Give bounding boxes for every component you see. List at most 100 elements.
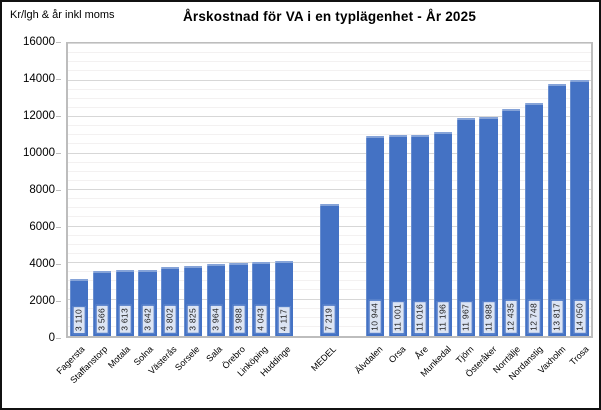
x-axis-label-text: Trosa [567, 344, 591, 368]
chart-title: Årskostnad för VA i en typlägenhet - År … [182, 9, 477, 24]
bars-container: 3 110 3 566 3 613 3 642 3 802 3 825 3 964 3 988… [68, 44, 591, 336]
y-tick-mark [56, 189, 61, 191]
bar-value-label: 3 566 [95, 305, 109, 334]
minor-gridline [68, 198, 591, 200]
y-tick-label: 0 [48, 332, 55, 344]
bar-value-label: 3 964 [209, 305, 223, 334]
bar-value-label: 11 196 [436, 300, 450, 334]
y-tick-label: 4000 [29, 258, 55, 270]
bar-value-label: 14 050 [572, 300, 587, 334]
bar: 11 967 [456, 117, 475, 336]
minor-gridline [68, 179, 591, 181]
minor-gridline [68, 106, 591, 108]
bar: 3 566 [93, 270, 112, 336]
bar-slot: 11 016 [409, 44, 432, 336]
major-gridline [68, 116, 591, 117]
x-axis-label-text: MEDEL [309, 344, 339, 374]
bar-slot: 7 219 [318, 44, 341, 336]
bar-value-label: 12 435 [504, 300, 518, 334]
bar: 3 110 [70, 279, 89, 336]
major-gridline [68, 189, 591, 190]
bar-slot: 14 050 [568, 44, 591, 336]
y-tick-label: 6000 [29, 221, 55, 233]
minor-gridline [68, 88, 591, 90]
bar-value-label: 11 016 [413, 300, 428, 334]
x-axis-label-text: Åre [413, 344, 431, 361]
bar: 3 964 [206, 263, 225, 336]
bar-value-label: 4 117 [277, 305, 291, 334]
bar-value-label: 10 944 [368, 300, 382, 334]
bar: 3 802 [161, 266, 180, 336]
plot-area: 3 110 3 566 3 613 3 642 3 802 3 825 3 964 3 988… [66, 42, 593, 338]
bar-slot: 3 825 [182, 44, 205, 336]
bar-value-label: 11 967 [459, 300, 473, 334]
bar: 11 988 [479, 117, 498, 336]
bar-value-label: 3 642 [140, 305, 155, 334]
y-tick-label: 2000 [29, 295, 55, 307]
bar: 3 825 [183, 266, 203, 336]
y-tick-label: 12000 [23, 110, 55, 122]
y-tick-label: 16000 [23, 36, 55, 48]
bar-value-label: 11 988 [481, 300, 496, 334]
bar: 3 988 [229, 263, 248, 336]
x-axis-label-text: Sala [204, 344, 224, 364]
x-axis-label-text: Orsa [386, 344, 408, 365]
x-axis-label-text: Älvdalen [352, 344, 385, 376]
major-gridline [68, 79, 591, 81]
bar-value-label: 3 613 [118, 305, 132, 334]
y-tick-label: 8000 [29, 184, 55, 196]
bar-value-label: 7 219 [322, 305, 337, 334]
bar-slot: 12 435 [500, 44, 523, 336]
minor-gridline [68, 170, 591, 172]
minor-gridline [68, 70, 591, 72]
x-axis-label-text: Motala [106, 344, 133, 371]
y-tick-mark [56, 337, 61, 339]
y-tick-mark [56, 78, 61, 80]
minor-gridline [68, 143, 591, 145]
bar-slot: 11 196 [432, 44, 455, 336]
bar-slot: 3 988 [227, 44, 250, 336]
bar-slot: 3 802 [159, 44, 182, 336]
bar-slot: 4 117 [273, 44, 296, 336]
bar: 12 748 [524, 103, 544, 336]
bar: 11 001 [388, 135, 407, 336]
bar: 14 050 [570, 79, 589, 336]
y-tick-label: 10000 [23, 147, 55, 159]
major-gridline [68, 43, 591, 44]
minor-gridline [68, 52, 591, 54]
bar-value-label: 13 817 [550, 300, 564, 334]
bar: 3 642 [138, 269, 157, 336]
bar-value-label: 12 748 [527, 300, 541, 334]
minor-gridline [68, 125, 591, 127]
bar-slot: 12 748 [523, 44, 546, 336]
y-axis: 0 2000 4000 6000 8000 10000 12000 14000 16000 [2, 36, 61, 344]
bar: 4 043 [252, 262, 271, 336]
bar-slot: 4 043 [250, 44, 273, 336]
bar-slot: 3 110 [68, 44, 91, 336]
empty-slot [341, 44, 364, 336]
bar-slot: 10 944 [364, 44, 387, 336]
bar: 11 196 [434, 131, 453, 336]
bar: 11 016 [411, 134, 430, 336]
y-tick-mark [56, 41, 61, 43]
y-tick-mark [56, 263, 61, 265]
bar-slot: 11 988 [477, 44, 500, 336]
bar-value-label: 4 043 [254, 305, 268, 334]
bar-value-label: 11 001 [390, 300, 405, 334]
bar-slot: 11 967 [454, 44, 477, 336]
major-gridline [68, 152, 591, 154]
y-axis-unit-label: Kr/lgh & år inkl moms [10, 9, 115, 21]
y-tick-mark [56, 226, 61, 228]
bar: 10 944 [365, 136, 385, 336]
y-tick-mark [56, 300, 61, 302]
bar: 4 117 [274, 260, 294, 336]
y-tick-label: 14000 [23, 73, 55, 85]
minor-gridline [68, 97, 591, 99]
bar-slot: 3 642 [136, 44, 159, 336]
bar-value-label: 3 802 [163, 305, 177, 334]
empty-slot [295, 44, 318, 336]
y-tick-mark [56, 152, 61, 154]
bar: 3 613 [115, 270, 134, 336]
minor-gridline [68, 61, 591, 63]
